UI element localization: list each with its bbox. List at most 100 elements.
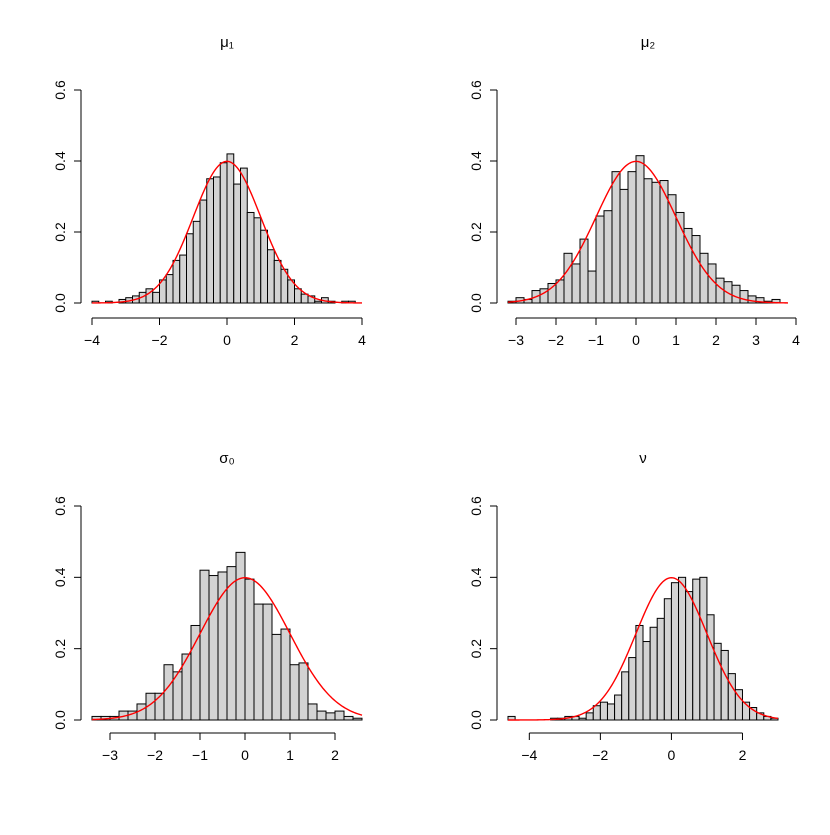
x-tick-label: 2 [331,747,339,763]
x-tick-label: 0 [241,747,249,763]
histogram-bar [316,710,327,721]
histogram-bar [219,162,228,304]
histogram-bar [592,705,601,721]
histogram-bar [260,229,268,304]
x-tick-label: −2 [548,332,564,348]
histogram-bar [307,703,318,721]
histogram-bar [614,694,623,721]
panel-title: μ₁ [220,34,234,51]
x-tick-label: 3 [752,332,760,348]
histogram-bar [199,569,210,721]
histogram-bar [208,575,219,721]
panel-4: ν −4 −2 0 2 0.0 0.2 0.4 0.6 [468,450,779,763]
histogram-bar [244,578,255,721]
histogram-bar [165,274,174,304]
y-tick-label: 0.2 [52,639,68,659]
histogram-bar [599,701,608,721]
histogram-bar [289,664,300,721]
y-tick-label: 0.2 [468,222,484,242]
y-tick-label: 0.0 [52,710,68,730]
histogram-bar [334,710,345,721]
y-tick-label: 0.4 [52,151,68,171]
histogram-bar [603,210,613,304]
histogram-bar [642,641,651,721]
x-tick-label: −3 [102,747,118,763]
histogram-bar [186,233,194,304]
histogram-bar [611,171,621,304]
histogram-bar [643,178,653,304]
histogram-bar [692,578,701,721]
histogram-bar [731,284,741,304]
density-curve [508,577,779,721]
histogram-bar [280,628,291,721]
y-tick-label: 0.2 [468,639,484,659]
histogram-bar [267,249,275,304]
histogram-bar [343,715,354,721]
histogram-bar [699,576,708,721]
histogram-bar [262,603,273,721]
panel-3: σ₀ −3 −2 −1 0 1 2 0.0 0.2 0.4 0.6 [52,450,363,763]
histogram-bar [691,235,701,304]
x-tick-label: −2 [152,332,168,348]
histogram-bar [587,270,597,304]
histogram-bar [585,712,594,721]
histogram-bar [678,576,687,721]
panel-title: μ₂ [641,34,656,51]
histogram-bar [619,188,629,304]
histogram-bar [325,712,336,721]
histogram-bar [720,649,729,721]
histogram-bar [226,153,235,304]
histogram-bar [649,626,658,721]
histogram-bar [199,199,208,304]
histogram-bar [152,291,160,304]
histogram-bar [606,703,616,721]
histogram-bar [635,155,645,304]
histogram-bar [755,297,765,304]
histogram-bar [233,183,241,304]
y-tick-label: 0.6 [52,496,68,516]
histogram-bar [226,566,237,721]
x-tick-label: 2 [712,332,720,348]
histogram-bar [739,290,749,304]
histogram-bar [706,614,715,721]
y-tick-label: 0.6 [52,80,68,100]
x-tick-label: −4 [521,747,537,763]
x-tick-label: 0 [668,747,676,763]
x-tick-label: 1 [286,747,294,763]
histogram-bar [727,673,736,721]
x-tick-label: −4 [84,332,100,348]
histogram-bar [670,582,680,721]
x-tick-label: 4 [792,332,800,348]
histogram-bar [651,181,661,304]
histogram-bar [547,282,557,304]
x-tick-label: 4 [358,332,366,348]
histogram-bar [192,220,201,304]
y-tick-label: 0.6 [468,496,484,516]
histogram-bar [253,217,262,304]
histogram-bar [571,263,581,304]
y-tick-label: 0.0 [468,710,484,730]
y-tick-label: 0.4 [52,567,68,587]
density-curve [507,160,789,304]
histogram-bar [715,277,725,304]
panel-title: ν [639,450,647,467]
histogram-bar [595,215,605,304]
density-curve [91,160,363,304]
x-tick-label: −2 [147,747,163,763]
histogram-bar [253,603,264,721]
histogram-bar [172,259,181,304]
panel-title: σ₀ [219,450,234,467]
x-tick-label: −2 [592,747,608,763]
histogram-bar [635,624,644,721]
histogram-bar [628,657,637,721]
histogram-bar [206,178,214,304]
histogram-bar [163,664,174,721]
histogram-bar [352,717,363,721]
histogram-bar [273,259,282,304]
panel-2: μ₂ −3 −2 −1 0 1 2 3 4 0.0 0.2 0.4 0.6 [468,34,800,348]
x-tick-label: 2 [739,747,747,763]
histogram-bar [314,300,322,304]
histogram-bar [246,211,255,304]
histogram-bar [663,598,672,721]
